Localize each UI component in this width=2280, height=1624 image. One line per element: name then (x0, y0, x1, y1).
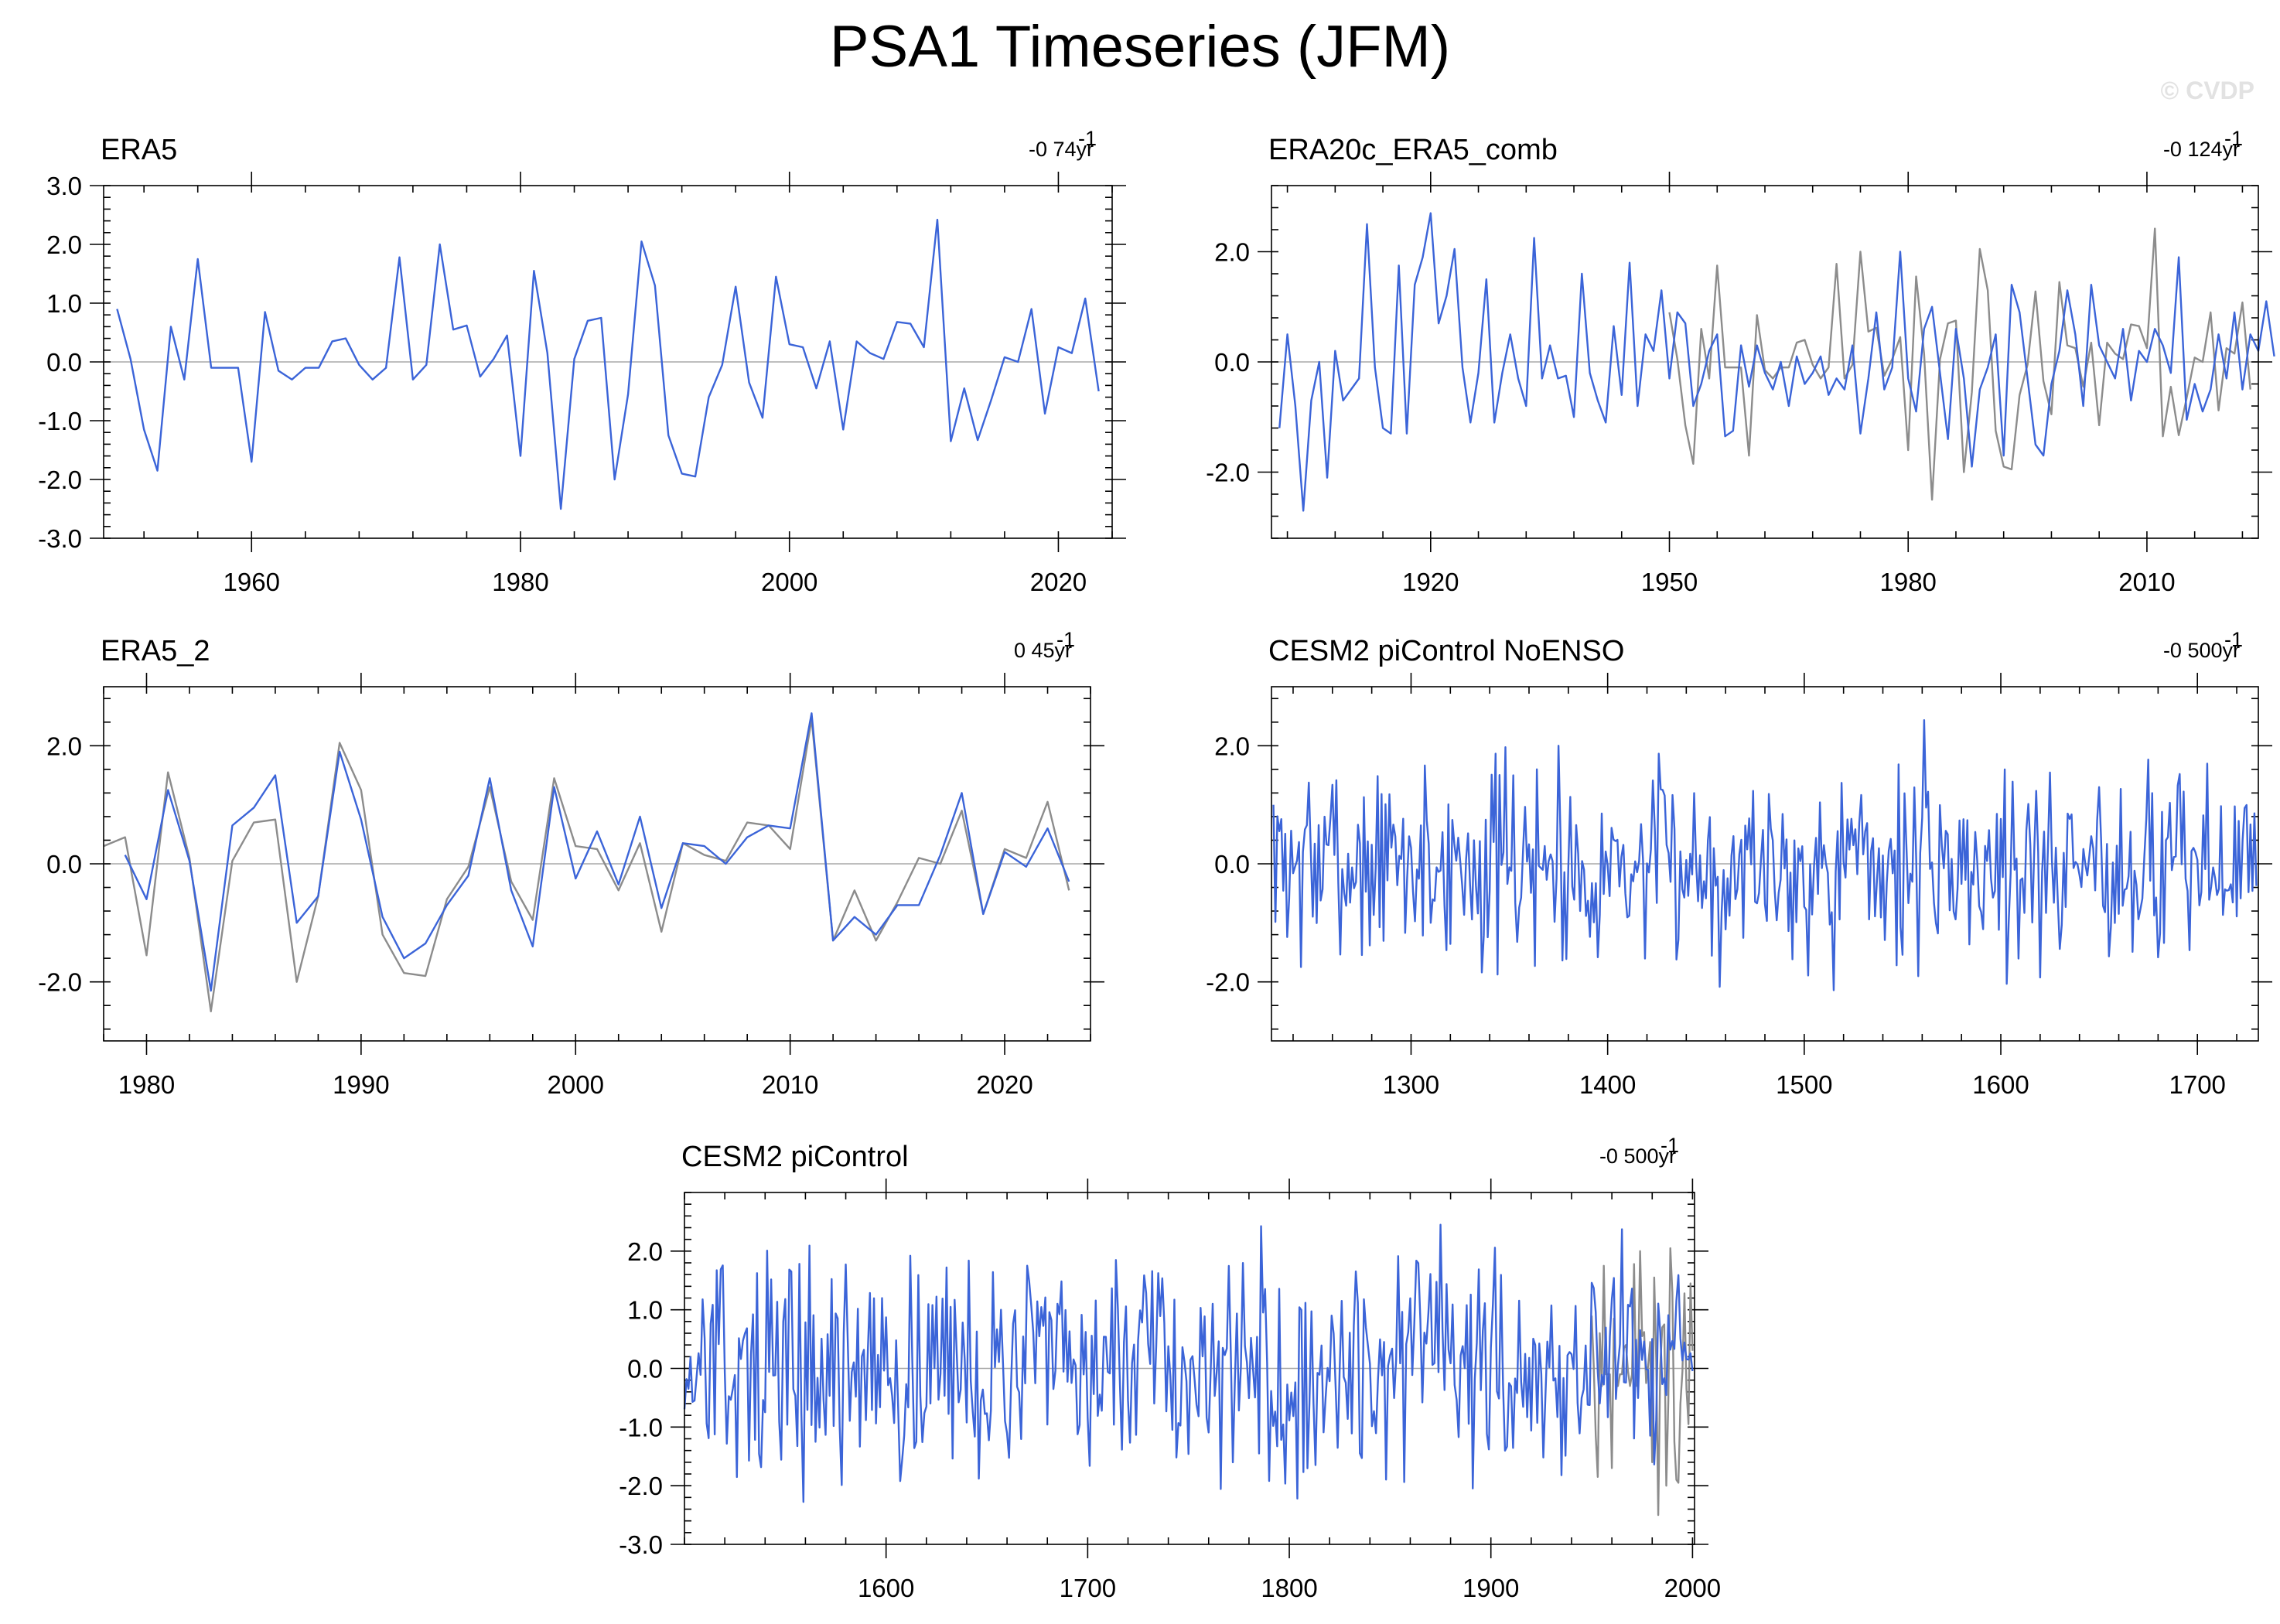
y-tick-label: -2.0 (619, 1472, 663, 1500)
panel-title: ERA5_2 (101, 635, 210, 667)
x-tick-label: 1700 (2169, 1070, 2225, 1099)
model-line (1272, 718, 2258, 991)
model-line (1278, 212, 2275, 512)
x-tick-label: 1300 (1383, 1070, 1439, 1099)
trend-unit: -1 (2224, 127, 2243, 150)
x-tick-label: 2000 (548, 1070, 604, 1099)
chart-panel: ERA5 -0 74yr-1 -3.0 -2.0 -1.0 0.0 1.0 2.0 3.0 196… (38, 127, 1126, 596)
x-tick-label: 1500 (1776, 1070, 1832, 1099)
observations-line (103, 718, 1070, 1013)
trend-label: -0 124yr (2163, 138, 2240, 161)
x-tick-label: 1700 (1060, 1574, 1116, 1602)
x-tick-label: 1990 (333, 1070, 389, 1099)
x-tick-label: 1800 (1261, 1574, 1317, 1602)
panel-title: ERA20c_ERA5_comb (1268, 134, 1558, 166)
x-tick-label: 2010 (762, 1070, 818, 1099)
x-tick-label: 1600 (858, 1574, 914, 1602)
plot-frame (1271, 686, 2259, 1042)
panels: ERA5 -0 74yr-1-3.0-2.0-1.00.01.02.03.0196… (38, 127, 2275, 1602)
y-tick-label: 0.0 (46, 348, 82, 377)
y-tick-label: 0.0 (1214, 348, 1250, 377)
y-tick-label: 1.0 (46, 289, 82, 318)
trend-label: 0 45yr (1014, 639, 1072, 662)
chart-panel: CESM2 piControl -0 500yr-1 -3.0 -2.0 -1.0 0.0… (619, 1134, 1721, 1602)
trend-label: -0 500yr (1599, 1145, 1676, 1168)
trend-unit: -1 (1078, 127, 1097, 150)
x-tick-label: 2000 (1664, 1574, 1721, 1602)
model-line (116, 218, 1100, 510)
panel-title: CESM2 piControl (681, 1141, 909, 1173)
x-tick-label: 2020 (976, 1070, 1032, 1099)
y-tick-label: 2.0 (1214, 732, 1250, 760)
plot-frame (1271, 185, 2259, 539)
trend-unit: -1 (2224, 628, 2243, 651)
y-tick-label: 0.0 (46, 850, 82, 879)
y-tick-label: 2.0 (46, 230, 82, 259)
x-tick-label: 1980 (492, 568, 548, 596)
plot-frame (684, 1192, 1695, 1545)
y-tick-label: -2.0 (38, 466, 82, 494)
y-tick-label: 1.0 (627, 1296, 663, 1325)
cvdp-watermark: © CVDP (2161, 77, 2254, 104)
y-tick-label: 2.0 (627, 1237, 663, 1266)
observations-line (1668, 227, 2251, 501)
y-tick-label: -2.0 (1206, 968, 1250, 997)
y-tick-label: -1.0 (38, 407, 82, 435)
plot-frame (103, 185, 1113, 539)
chart-panel: ERA20c_ERA5_comb -0 124yr-1 -2.0 0.0 2.0 1920… (1206, 127, 2275, 596)
y-tick-label: 2.0 (46, 732, 82, 760)
y-tick-label: 2.0 (1214, 238, 1250, 267)
trend-label: -0 500yr (2163, 639, 2240, 662)
plot-frame (103, 686, 1091, 1042)
y-tick-label: 0.0 (1214, 850, 1250, 879)
x-tick-label: 1950 (1641, 568, 1698, 596)
model-line (683, 1223, 1694, 1503)
panel-title: CESM2 piControl NoENSO (1268, 635, 1624, 667)
y-tick-label: 0.0 (627, 1355, 663, 1383)
panel-title: ERA5 (101, 134, 177, 166)
figure-title: PSA1 Timeseries (JFM) (830, 14, 1450, 80)
x-tick-label: 1400 (1579, 1070, 1636, 1099)
trend-label: -0 74yr (1029, 138, 1094, 161)
chart-panel: CESM2 piControl NoENSO -0 500yr-1 -2.0 0.0 2… (1206, 628, 2272, 1099)
x-tick-label: 2000 (761, 568, 817, 596)
trend-unit: -1 (1661, 1134, 1679, 1157)
chart-panel: ERA5_2 0 45yr-1 -2.0 0.0 2.0 1980 1990 2000 2010… (38, 628, 1104, 1099)
x-tick-label: 1980 (1880, 568, 1937, 596)
x-tick-label: 1600 (1972, 1070, 2029, 1099)
x-tick-label: 1980 (118, 1070, 175, 1099)
x-tick-label: 1960 (224, 568, 280, 596)
model-line (124, 712, 1070, 992)
y-tick-label: 3.0 (46, 172, 82, 200)
x-tick-label: 2010 (2118, 568, 2175, 596)
x-tick-label: 1900 (1463, 1574, 1519, 1602)
x-tick-label: 1920 (1402, 568, 1459, 596)
y-tick-label: -2.0 (1206, 459, 1250, 487)
y-tick-label: -1.0 (619, 1413, 663, 1441)
x-tick-label: 2020 (1030, 568, 1087, 596)
y-tick-label: -2.0 (38, 968, 82, 997)
trend-unit: -1 (1056, 628, 1075, 651)
y-tick-label: -3.0 (619, 1530, 663, 1559)
y-tick-label: -3.0 (38, 524, 82, 553)
